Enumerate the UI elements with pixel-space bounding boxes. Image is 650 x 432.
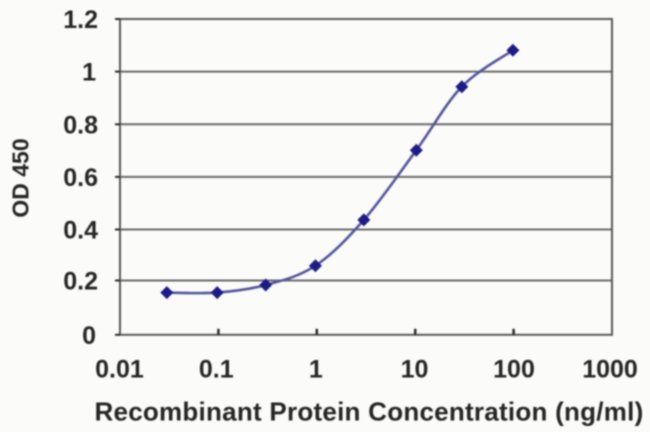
svg-text:1000: 1000 [582,356,638,384]
svg-text:0.2: 0.2 [63,268,98,296]
svg-text:0.01: 0.01 [95,356,144,384]
svg-text:1.2: 1.2 [63,6,98,34]
svg-text:0: 0 [82,322,96,350]
svg-text:100: 100 [493,356,535,384]
svg-text:0.8: 0.8 [63,111,98,139]
svg-text:0.6: 0.6 [63,164,98,192]
svg-text:0.1: 0.1 [199,356,234,384]
svg-text:10: 10 [401,356,429,384]
svg-text:0.4: 0.4 [63,217,98,245]
svg-text:Recombinant Protein Concentrat: Recombinant Protein Concentration (ng/ml… [94,397,643,427]
svg-text:OD 450: OD 450 [8,138,34,217]
svg-text:1: 1 [309,356,323,384]
svg-text:1: 1 [82,59,96,87]
